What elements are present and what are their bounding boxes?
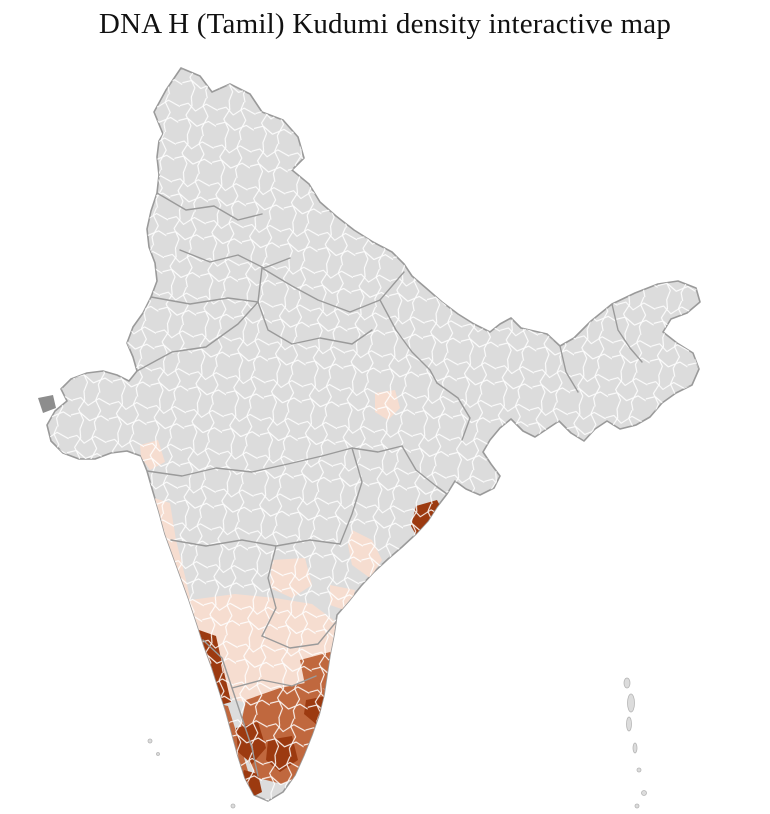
andaman-nicobar-islands[interactable] [623,677,647,809]
district-borders-overlay [47,68,700,801]
lakshadweep-islands[interactable] [147,738,236,809]
kutch-west-fragment[interactable] [38,395,56,413]
state-boundaries [136,192,643,777]
dark-gray-district[interactable] [500,452,536,486]
district-region-dark[interactable] [500,452,536,486]
page-title: DNA H (Tamil) Kudumi density interactive… [98,8,672,40]
